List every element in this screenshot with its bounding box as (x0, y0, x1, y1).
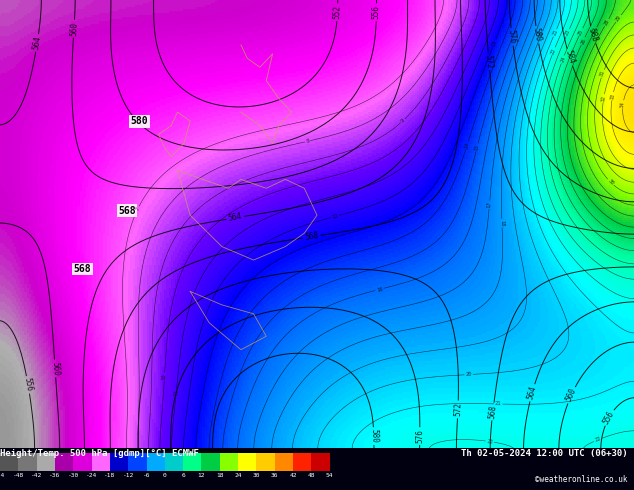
Text: -54: -54 (0, 473, 6, 478)
Text: 28: 28 (603, 19, 611, 26)
Text: 22: 22 (594, 436, 602, 443)
Text: 576: 576 (507, 29, 517, 44)
Text: Th 02-05-2024 12:00 UTC (06+30): Th 02-05-2024 12:00 UTC (06+30) (461, 449, 628, 458)
Text: 12: 12 (331, 213, 339, 220)
Bar (202, 453, 220, 471)
Text: 568: 568 (488, 404, 498, 419)
Text: 24: 24 (559, 55, 566, 63)
Text: 30: 30 (253, 473, 260, 478)
Text: 576: 576 (415, 429, 424, 443)
Text: 8: 8 (306, 139, 310, 144)
Text: ©weatheronline.co.uk: ©weatheronline.co.uk (535, 475, 628, 485)
Text: 556: 556 (602, 409, 616, 426)
Text: 22: 22 (486, 439, 493, 444)
Text: 26: 26 (579, 37, 587, 45)
Text: 564: 564 (526, 385, 538, 401)
Bar (0, 453, 18, 471)
Text: 29: 29 (614, 14, 623, 23)
Bar (128, 453, 146, 471)
Text: 568: 568 (304, 231, 320, 242)
Text: 11: 11 (173, 390, 179, 396)
Bar (293, 453, 311, 471)
Text: 13: 13 (491, 39, 498, 47)
Text: 18: 18 (500, 220, 505, 226)
Text: 42: 42 (289, 473, 297, 478)
Text: 6: 6 (181, 473, 185, 478)
Text: 556: 556 (372, 5, 381, 19)
Text: 33: 33 (609, 93, 616, 100)
Text: -30: -30 (68, 473, 79, 478)
Text: 564: 564 (228, 212, 243, 223)
Text: -12: -12 (122, 473, 134, 478)
Bar (55, 453, 74, 471)
Text: 24: 24 (235, 473, 242, 478)
Bar (37, 453, 55, 471)
Bar (110, 453, 128, 471)
Text: 25: 25 (578, 28, 585, 36)
Text: 27: 27 (592, 26, 598, 35)
Text: 560: 560 (564, 387, 578, 403)
Text: 48: 48 (307, 473, 315, 478)
Text: -36: -36 (49, 473, 61, 478)
Text: 34: 34 (620, 101, 626, 108)
Text: 564: 564 (32, 35, 42, 50)
Text: Height/Temp. 500 hPa [gdmp][°C] ECMWF: Height/Temp. 500 hPa [gdmp][°C] ECMWF (0, 449, 199, 458)
Text: 560: 560 (69, 22, 79, 36)
Bar (238, 453, 256, 471)
Bar (165, 453, 183, 471)
Text: 572: 572 (484, 54, 494, 69)
Text: 54: 54 (326, 473, 333, 478)
Text: 31: 31 (599, 70, 606, 77)
Bar (311, 453, 330, 471)
Text: -48: -48 (13, 473, 24, 478)
Text: 15: 15 (474, 144, 481, 151)
Text: 560: 560 (50, 361, 60, 376)
Text: 580: 580 (369, 429, 378, 443)
Bar (220, 453, 238, 471)
Bar (275, 453, 293, 471)
Text: 572: 572 (453, 402, 463, 416)
Text: 10: 10 (162, 373, 167, 380)
Text: 568: 568 (74, 264, 91, 274)
Text: 32: 32 (600, 95, 607, 102)
Text: 14: 14 (463, 142, 470, 149)
Text: -6: -6 (143, 473, 150, 478)
Text: 7: 7 (135, 206, 141, 211)
Text: 20: 20 (465, 372, 472, 377)
Text: 580: 580 (131, 116, 148, 126)
Text: 552: 552 (333, 5, 342, 20)
Text: 588: 588 (586, 27, 599, 43)
Text: 18: 18 (216, 473, 224, 478)
Text: -18: -18 (104, 473, 115, 478)
Text: 16: 16 (376, 286, 384, 293)
Text: 12: 12 (198, 473, 205, 478)
Bar (18, 453, 37, 471)
Text: -42: -42 (31, 473, 42, 478)
Text: 580: 580 (532, 27, 543, 42)
Bar (91, 453, 110, 471)
Text: 21: 21 (495, 401, 501, 407)
Text: 584: 584 (563, 49, 576, 65)
Text: 9: 9 (400, 118, 406, 124)
Text: 19: 19 (538, 31, 545, 39)
Text: 0: 0 (163, 473, 167, 478)
Bar (256, 453, 275, 471)
Text: 568: 568 (118, 206, 136, 216)
Text: 23: 23 (564, 29, 571, 37)
Text: 21: 21 (552, 29, 559, 37)
Text: 556: 556 (22, 377, 34, 392)
Text: 36: 36 (271, 473, 278, 478)
Bar (183, 453, 202, 471)
Bar (146, 453, 165, 471)
Text: 17: 17 (487, 201, 492, 208)
Text: 30: 30 (607, 178, 615, 186)
Text: -24: -24 (86, 473, 97, 478)
Bar (74, 453, 91, 471)
Text: 22: 22 (550, 47, 557, 55)
